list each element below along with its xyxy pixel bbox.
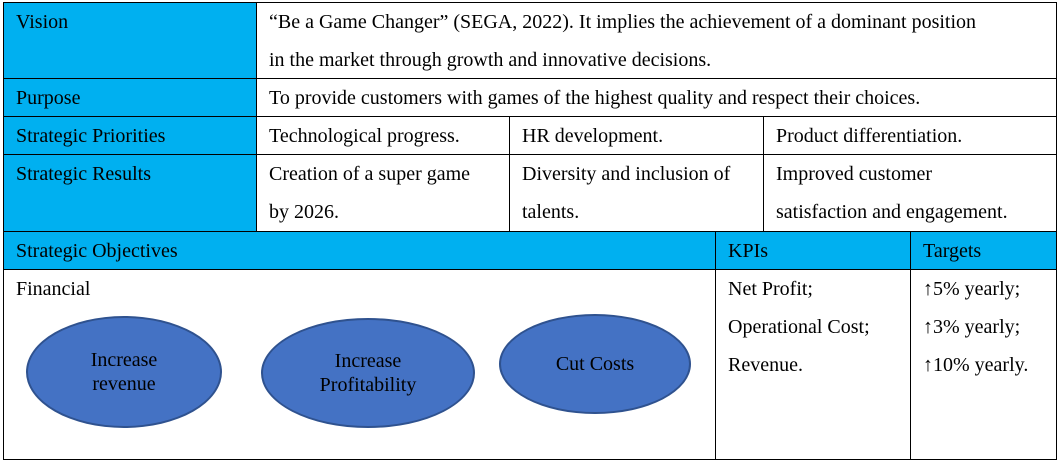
result-item-3-line1: Improved customer	[776, 163, 933, 185]
priority-item-1: Technological progress.	[269, 125, 460, 147]
result-cell-2: Diversity and inclusion of talents.	[509, 154, 764, 232]
kpi-item-2: Operational Cost;	[728, 316, 870, 338]
kpis-cell: Net Profit; Operational Cost; Revenue.	[715, 269, 911, 460]
objectives-header: Strategic Objectives	[16, 240, 178, 262]
oval-increase-revenue-line1: Increase	[90, 349, 158, 371]
purpose-label-cell: Purpose	[3, 78, 257, 117]
vision-text-line2: in the market through growth and innovat…	[269, 49, 712, 71]
targets-cell: ↑5% yearly; ↑3% yearly; ↑10% yearly.	[910, 269, 1057, 460]
vision-label: Vision	[16, 11, 69, 33]
targets-header-cell: Targets	[910, 231, 1057, 270]
result-cell-3: Improved customer satisfaction and engag…	[763, 154, 1057, 232]
financial-label: Financial	[16, 278, 91, 300]
results-label: Strategic Results	[16, 163, 151, 185]
target-item-3: ↑10% yearly.	[923, 354, 1029, 376]
target-item-1: ↑5% yearly;	[923, 278, 1021, 300]
kpi-item-1: Net Profit;	[728, 278, 813, 300]
priority-item-2: HR development.	[522, 125, 664, 147]
oval-cut-costs: Cut Costs	[499, 314, 691, 414]
purpose-text-cell: To provide customers with games of the h…	[256, 78, 1057, 117]
vision-label-cell: Vision	[3, 2, 257, 79]
kpi-item-3: Revenue.	[728, 354, 803, 376]
priority-cell-2: HR development.	[509, 116, 764, 155]
vision-text-cell: “Be a Game Changer” (SEGA, 2022). It imp…	[256, 2, 1057, 79]
oval-increase-revenue: Increase revenue	[26, 316, 222, 428]
oval-increase-profitability-line2: Profitability	[319, 374, 417, 396]
result-item-2-line2: talents.	[522, 201, 580, 223]
result-item-3-line2: satisfaction and engagement.	[776, 201, 1008, 223]
vision-text-line1: “Be a Game Changer” (SEGA, 2022). It imp…	[269, 11, 977, 33]
result-item-1-line1: Creation of a super game	[269, 163, 471, 185]
priority-cell-3: Product differentiation.	[763, 116, 1057, 155]
oval-increase-profitability-line1: Increase	[334, 350, 402, 372]
results-label-cell: Strategic Results	[3, 154, 257, 232]
priority-item-3: Product differentiation.	[776, 125, 963, 147]
purpose-text: To provide customers with games of the h…	[269, 87, 921, 109]
kpis-header-cell: KPIs	[715, 231, 911, 270]
target-item-2: ↑3% yearly;	[923, 316, 1021, 338]
result-item-2-line1: Diversity and inclusion of	[522, 163, 731, 185]
priority-cell-1: Technological progress.	[256, 116, 510, 155]
objectives-header-cell: Strategic Objectives	[3, 231, 716, 270]
result-cell-1: Creation of a super game by 2026.	[256, 154, 510, 232]
oval-cut-costs-line1: Cut Costs	[555, 353, 635, 375]
targets-header: Targets	[923, 240, 982, 262]
purpose-label: Purpose	[16, 87, 81, 109]
oval-increase-revenue-line2: revenue	[92, 373, 156, 395]
priorities-label-cell: Strategic Priorities	[3, 116, 257, 155]
oval-increase-profitability: Increase Profitability	[261, 318, 475, 428]
priorities-label: Strategic Priorities	[16, 125, 166, 147]
result-item-1-line2: by 2026.	[269, 201, 339, 223]
kpis-header: KPIs	[728, 240, 769, 262]
